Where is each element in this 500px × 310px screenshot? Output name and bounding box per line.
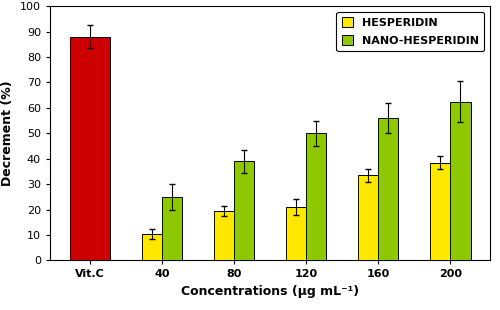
Bar (70, 37, 110, 260)
Bar (378, 118, 398, 260)
Legend: HESPERIDIN, NANO-HESPERIDIN: HESPERIDIN, NANO-HESPERIDIN (336, 12, 484, 51)
Bar (142, 234, 162, 260)
X-axis label: Concentrations (µg mL⁻¹): Concentrations (µg mL⁻¹) (181, 285, 359, 298)
Bar (214, 211, 234, 260)
Bar (450, 101, 470, 260)
Bar (162, 197, 182, 260)
Y-axis label: Decrement (%): Decrement (%) (2, 81, 15, 186)
Bar (306, 133, 326, 260)
Bar (286, 207, 306, 260)
Bar (358, 175, 378, 260)
Bar (234, 161, 254, 260)
Bar (430, 162, 450, 260)
